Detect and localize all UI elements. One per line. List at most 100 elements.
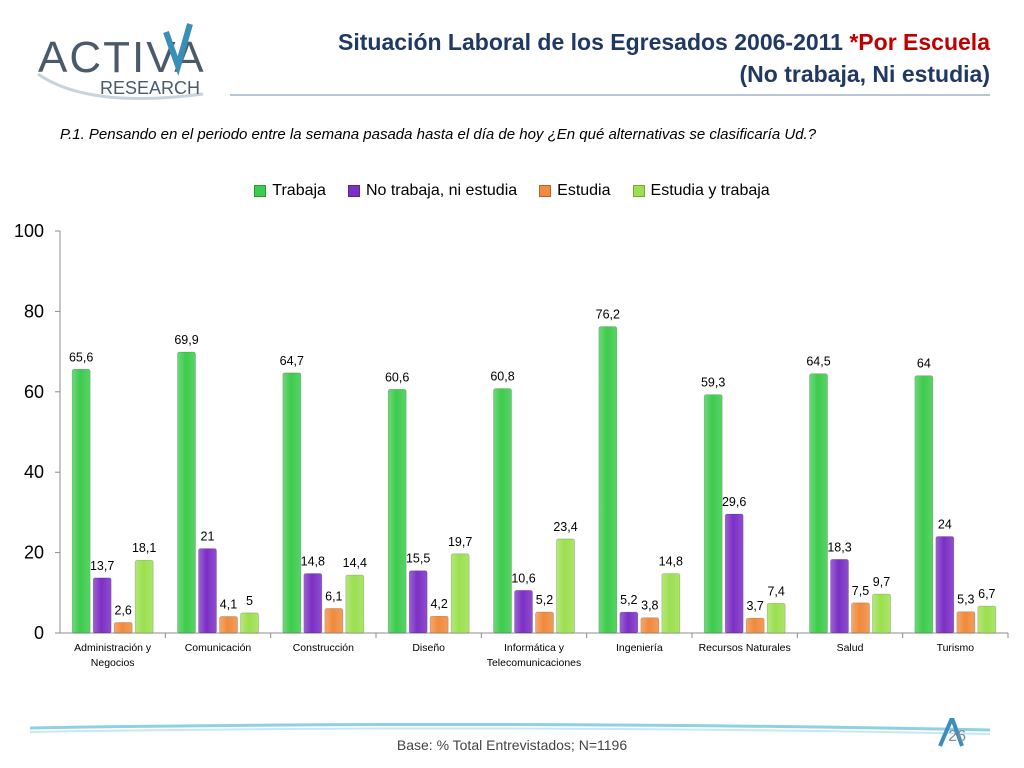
data-label: 9,7	[873, 575, 890, 589]
chart-legend: Trabaja No trabaja, ni estudia Estudia Estu…	[0, 182, 1024, 200]
footer-logo-icon	[938, 718, 964, 747]
legend-item: Estudia y trabaja	[632, 182, 770, 200]
bar	[640, 617, 660, 634]
data-label: 19,7	[448, 535, 472, 549]
bar	[766, 602, 786, 634]
bar	[956, 611, 976, 634]
data-label: 18,1	[132, 541, 156, 555]
bar	[598, 326, 618, 634]
y-tick-label: 80	[24, 301, 44, 321]
bar	[198, 548, 217, 634]
bar	[71, 368, 91, 634]
category-label: Comunicación	[185, 642, 252, 654]
bar	[724, 513, 744, 634]
data-label: 3,8	[641, 599, 658, 613]
bar	[830, 559, 849, 634]
data-label: 4,1	[220, 598, 237, 612]
data-label: 3,7	[746, 599, 763, 613]
data-label: 21	[201, 530, 215, 544]
legend-swatch	[347, 185, 360, 197]
data-label: 4,2	[430, 597, 447, 611]
page-title: Situación Laboral de los Egresados 2006-…	[338, 26, 990, 90]
bar	[324, 608, 344, 634]
data-label: 64,7	[280, 354, 304, 368]
page-number: 26	[948, 728, 966, 745]
data-label: 7,5	[852, 584, 869, 598]
bar	[914, 375, 934, 634]
bar	[556, 538, 575, 634]
activa-research-logo: ACTIVA RESEARCH	[28, 14, 228, 114]
y-tick-label: 40	[24, 462, 44, 482]
category-label: Salud	[837, 642, 864, 654]
data-label: 14,8	[301, 555, 325, 569]
bar	[493, 388, 512, 634]
bar	[809, 373, 828, 634]
bar	[408, 570, 428, 634]
bar	[514, 590, 533, 634]
bar	[345, 574, 365, 634]
bar	[113, 622, 133, 634]
logo-swoosh	[37, 72, 204, 100]
bar	[134, 559, 154, 634]
category-label: Construcción	[293, 642, 354, 654]
data-label: 76,2	[596, 308, 620, 322]
bar	[177, 351, 196, 634]
category-label: Administración y	[74, 642, 152, 654]
legend-label: No trabaja, ni estudia	[365, 182, 518, 199]
data-label: 60,6	[385, 370, 409, 384]
bar	[851, 602, 870, 634]
logo-sub: RESEARCH	[100, 78, 200, 98]
title-main: Situación Laboral de los Egresados 2006-…	[338, 29, 843, 55]
category-label: Informática y	[504, 642, 565, 654]
bar	[977, 605, 997, 634]
bar	[303, 573, 323, 634]
category-label: Recursos Naturales	[699, 642, 791, 654]
survey-question: P.1. Pensando en el periodo entre la sem…	[60, 126, 817, 143]
data-label: 23,4	[553, 520, 577, 534]
bar	[92, 577, 112, 634]
data-label: 2,6	[114, 604, 131, 618]
data-label: 69,9	[174, 333, 198, 347]
legend-label: Estudia	[557, 182, 611, 199]
legend-item: Trabaja	[254, 182, 326, 200]
legend-item: No trabaja, ni estudia	[347, 182, 518, 200]
category-label: Diseño	[412, 642, 445, 654]
data-label: 18,3	[827, 540, 851, 554]
data-label: 13,7	[90, 559, 114, 573]
data-label: 5	[246, 594, 253, 608]
bar	[661, 573, 681, 634]
legend-swatch	[254, 185, 267, 197]
data-label: 65,6	[69, 350, 93, 364]
category-label: Negocios	[91, 657, 135, 669]
bar	[703, 394, 723, 634]
bar	[872, 593, 891, 634]
bar	[935, 536, 955, 634]
data-label: 5,2	[620, 593, 637, 607]
y-tick-label: 100	[14, 221, 44, 241]
bar	[745, 617, 765, 634]
title-highlight: *Por Escuela	[849, 29, 990, 55]
data-label: 14,4	[343, 556, 367, 570]
data-label: 29,6	[722, 495, 746, 509]
bar	[450, 553, 470, 634]
footer-base-text: Base: % Total Entrevistados; N=1196	[396, 737, 628, 753]
data-label: 60,8	[490, 370, 514, 384]
title-subtitle: (No trabaja, Ni estudia)	[739, 61, 990, 87]
y-tick-label: 60	[24, 382, 44, 402]
data-label: 5,3	[957, 593, 974, 607]
bar	[535, 611, 554, 634]
legend-label: Estudia y trabaja	[650, 182, 770, 199]
data-label: 5,2	[536, 593, 553, 607]
data-label: 10,6	[511, 571, 535, 585]
title-divider	[230, 94, 990, 96]
data-label: 6,7	[978, 587, 995, 601]
bar	[429, 615, 449, 634]
data-label: 6,1	[325, 589, 342, 603]
bar	[282, 372, 302, 634]
data-label: 64	[917, 357, 931, 371]
legend-swatch	[632, 185, 645, 197]
category-label: Turismo	[937, 642, 975, 654]
data-label: 64,5	[806, 355, 830, 369]
bar	[619, 611, 639, 634]
legend-label: Trabaja	[272, 182, 326, 199]
